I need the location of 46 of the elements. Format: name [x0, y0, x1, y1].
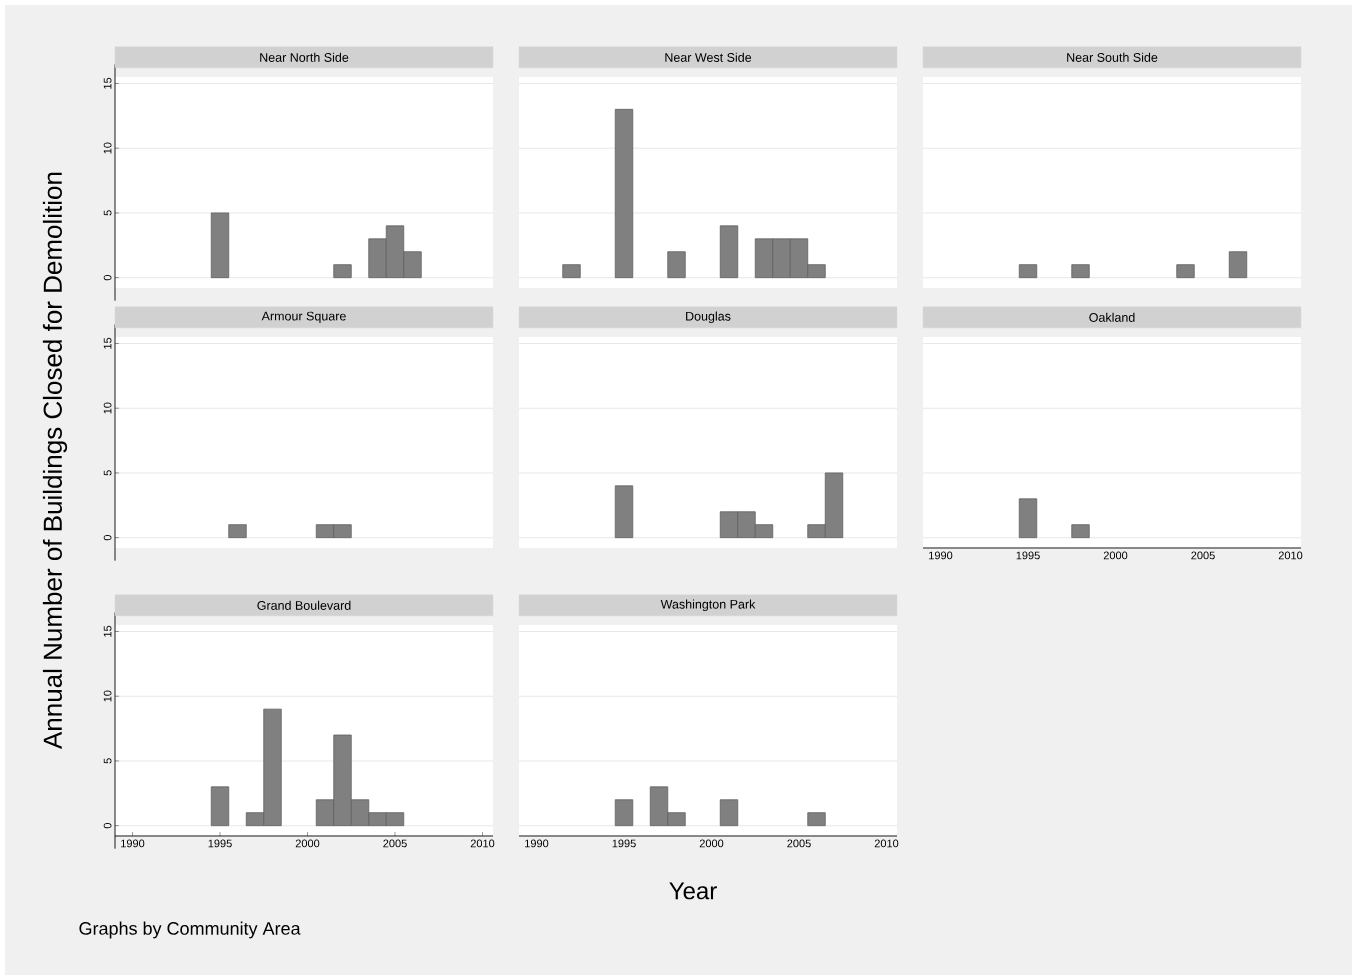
x-tick-label: 1995: [208, 839, 232, 848]
x-tick-label: 2005: [383, 839, 407, 848]
x-tick-label: 2000: [295, 839, 320, 848]
bar: [210, 212, 230, 279]
chart-title: Armour Square: [261, 311, 346, 323]
y-tick-label: 10: [103, 402, 112, 414]
text: Graphs by Community Area: [79, 921, 301, 939]
chart-title: Douglas: [686, 311, 731, 324]
x-tick-label: 1990: [121, 839, 145, 848]
x-tick-label: 2005: [787, 839, 811, 848]
bar: [667, 251, 686, 279]
y-tick-label: 15: [103, 337, 112, 349]
x-tick-label: 2000: [699, 839, 724, 848]
x-tick-label: 2010: [470, 839, 495, 848]
chart-title: Grand Boulevard: [257, 600, 351, 610]
x-tick-label: 1995: [1016, 551, 1040, 560]
y-tick-label: 15: [103, 625, 112, 637]
bar: [562, 264, 581, 279]
chart-title: Near South Side: [1067, 52, 1158, 62]
x-tick-label: 1990: [929, 551, 953, 560]
y-tick-label: 5: [103, 758, 112, 764]
bar: [719, 225, 739, 279]
x-axis-title: Year: [669, 882, 717, 900]
chart-title: Near West Side: [665, 52, 752, 62]
y-tick-label: 5: [103, 470, 112, 476]
x-tick-label: 2005: [1191, 551, 1215, 560]
x-tick-label: 2010: [874, 839, 899, 848]
y-tick-label: 0: [103, 275, 112, 281]
y-tick-label: 15: [103, 77, 112, 89]
y-tick-label: 10: [103, 142, 112, 154]
y-tick-label: 0: [103, 535, 112, 541]
chart-title: Washington Park: [660, 599, 756, 612]
bar: [614, 108, 634, 279]
x-tick-label: 2010: [1278, 551, 1303, 560]
y-axis-title: Annual Number of Buildings Closed for Demolition: [42, 172, 68, 749]
y-tick-label: 5: [103, 210, 112, 216]
bar: [614, 485, 634, 539]
chart-title: Near North Side: [260, 52, 349, 62]
y-tick-label: 0: [103, 823, 112, 829]
x-tick-label: 1990: [525, 839, 549, 848]
bar: [210, 786, 230, 827]
y-tick-label: 10: [103, 690, 112, 702]
x-tick-label: 2000: [1103, 551, 1128, 560]
x-tick-label: 1995: [612, 839, 636, 848]
chart-title: Oakland: [1089, 312, 1135, 322]
bar: [333, 264, 352, 279]
